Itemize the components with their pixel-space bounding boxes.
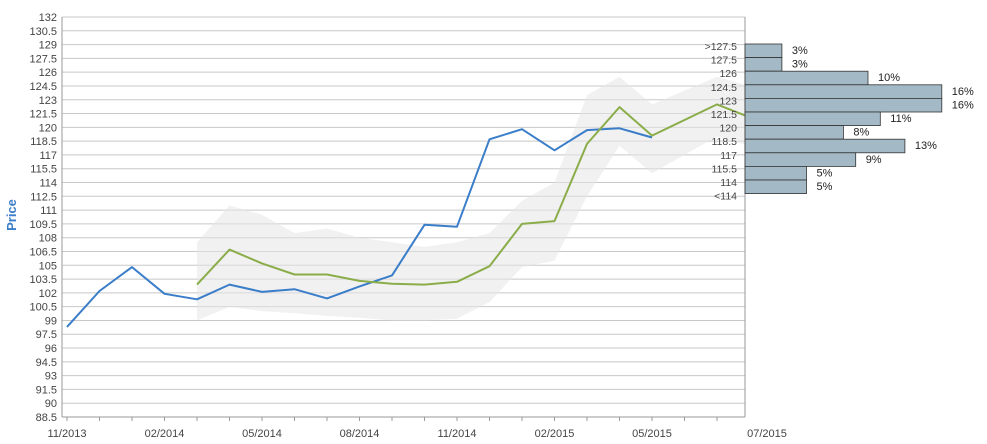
hist-bar	[744, 179, 807, 195]
hist-bin-label: 118.5	[712, 136, 738, 148]
y-tick-label: 111	[40, 205, 57, 217]
y-tick-label: 108	[39, 233, 57, 245]
y-tick-label: 106.5	[29, 246, 57, 258]
y-tick-label: 100.5	[29, 302, 57, 314]
y-tick-label: 103.5	[29, 274, 57, 286]
y-tick-label: 123	[39, 95, 57, 107]
x-tick-label: 11/2014	[438, 428, 477, 440]
hist-bin-label: >127.5	[705, 41, 738, 53]
y-tick-label: 91.5	[36, 384, 57, 396]
y-tick-label: 102	[39, 288, 57, 300]
y-tick-label: 94.5	[36, 357, 57, 369]
y-tick-label: 117	[39, 150, 57, 162]
hist-bin-label: 123	[719, 95, 737, 107]
hist-bar	[744, 84, 943, 99]
hist-bar	[744, 98, 943, 113]
y-tick-label: 124.5	[29, 81, 57, 93]
y-tick-label: 129	[39, 40, 57, 52]
y-axis-label: Price	[4, 199, 19, 231]
hist-bin-label: 117	[720, 150, 737, 162]
hist-value-label: 3%	[792, 45, 808, 57]
x-tick-label: 02/2014	[145, 428, 185, 440]
hist-value-label: 8%	[853, 127, 869, 139]
hist-value-label: 9%	[866, 154, 882, 166]
hist-value-label: 11%	[890, 113, 911, 125]
y-tick-label: 121.5	[29, 109, 57, 121]
hist-bar	[744, 43, 783, 59]
actual-price-line	[66, 127, 653, 328]
hist-bar	[744, 125, 844, 140]
hist-bar	[744, 152, 857, 167]
y-tick-label: 132	[39, 12, 57, 24]
histogram: >127.5 3% 127.5 3% 126 10% 124.5 16% 123 16% 121.5…	[705, 41, 974, 203]
hist-bin-label: 126	[719, 68, 737, 80]
hist-bin-label: <114	[714, 191, 737, 203]
y-tick-label: 118.5	[30, 136, 57, 148]
hist-bin-label: 114	[720, 177, 737, 189]
hist-value-label: 3%	[792, 59, 808, 71]
hist-value-label: 16%	[952, 86, 974, 98]
x-tick-label: 08/2014	[340, 428, 380, 440]
y-tick-label: 114	[39, 178, 57, 190]
y-tick-label: 127.5	[29, 53, 57, 65]
forecast-band-area	[197, 76, 750, 321]
hist-value-label: 10%	[878, 72, 900, 84]
forecast-price-line	[196, 103, 750, 286]
x-tick-label: 05/2014	[242, 428, 282, 440]
hist-bar	[744, 57, 783, 72]
y-tick-label: 105	[39, 260, 57, 272]
hist-bar	[744, 138, 906, 154]
hist-bin-label: 120	[719, 123, 737, 135]
x-tick-label: 11/2013	[48, 428, 87, 440]
y-tick-label: 126	[39, 67, 57, 79]
hist-bar	[744, 111, 881, 127]
y-tick-label: 93	[45, 371, 57, 383]
x-tick-label: 07/2015	[747, 428, 787, 440]
hist-value-label: 13%	[915, 140, 937, 152]
y-tick-label: 130.5	[29, 26, 57, 38]
y-tick-label: 109.5	[29, 219, 57, 231]
hist-bin-label: 127.5	[711, 55, 737, 67]
axes: 11/2013 02/2014 05/2014 08/2014 11/2014 02/20…	[48, 17, 787, 440]
hist-bin-label: 115.5	[712, 163, 738, 175]
hist-value-label: 5%	[817, 167, 833, 179]
series-lines	[66, 103, 750, 328]
hist-value-label: 16%	[952, 99, 974, 111]
y-tick-label: 112.5	[30, 191, 57, 203]
y-tick-label: 99	[45, 315, 57, 327]
hist-bar	[744, 165, 807, 181]
x-tick-label: 02/2015	[535, 428, 575, 440]
y-tick-label: 96	[45, 343, 57, 355]
hist-value-label: 5%	[817, 181, 833, 193]
hist-bin-label: 121.5	[711, 109, 737, 121]
y-tick-label: 97.5	[36, 329, 57, 341]
y-tick-label: 88.5	[36, 412, 57, 424]
hist-bin-label: 124.5	[711, 82, 737, 94]
x-tick-label: 05/2015	[632, 428, 672, 440]
forecast-band	[197, 76, 750, 321]
y-tick-label: 115.5	[30, 164, 57, 176]
hist-bar	[744, 70, 869, 86]
y-tick-label: 90	[45, 398, 57, 410]
y-tick-label: 120	[39, 122, 57, 134]
